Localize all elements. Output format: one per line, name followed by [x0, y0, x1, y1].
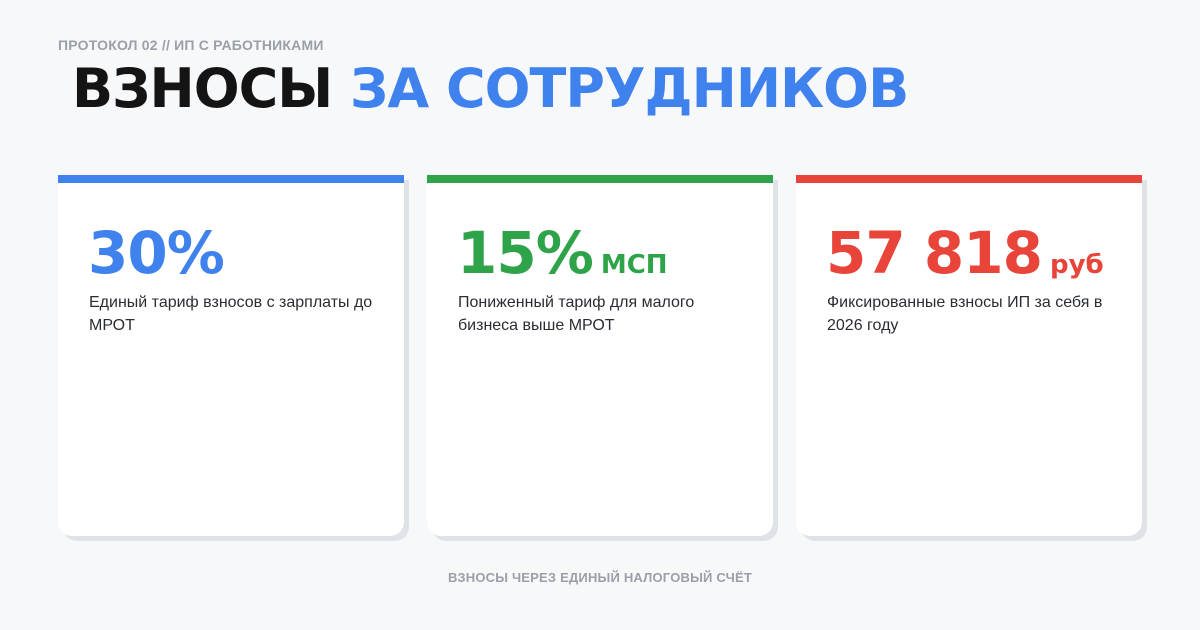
stat-card-fixed-contributions: 57 818 руб Фиксированные взносы ИП за себ…	[796, 175, 1142, 536]
footer-note: ВЗНОСЫ ЧЕРЕЗ ЕДИНЫЙ НАЛОГОВЫЙ СЧЁТ	[447, 570, 753, 585]
stat-value: 30%	[88, 219, 225, 301]
stat-description: Единый тариф взносов с зарплаты до МРОТ	[89, 294, 373, 334]
page-title-part2: ЗА СОТРУДНИКОВ	[350, 57, 909, 120]
stat-unit: руб	[1049, 250, 1104, 280]
stat-number: 15%	[457, 219, 594, 287]
page-title: ВЗНОСЫ ЗА СОТРУДНИКОВ	[72, 57, 909, 120]
page-title-part1: ВЗНОСЫ	[72, 57, 333, 120]
stat-card-unified-rate: 30% Единый тариф взносов с зарплаты до М…	[58, 175, 404, 536]
stat-unit: МСП	[600, 250, 668, 280]
stat-card-reduced-rate: 15% МСП Пониженный тариф для малого бизне…	[427, 175, 773, 536]
card-accent-bar	[427, 175, 773, 183]
stat-value: 15% МСП	[457, 221, 668, 301]
stat-number: 30%	[88, 219, 225, 287]
stat-value: 57 818 руб	[826, 221, 1104, 301]
stat-number: 57 818	[826, 219, 1043, 287]
eyebrow-label: ПРОТОКОЛ 02 // ИП С РАБОТНИКАМИ	[58, 37, 324, 53]
card-accent-bar	[796, 175, 1142, 183]
stat-description: Пониженный тариф для малого бизнеса выше…	[458, 294, 695, 334]
stat-description: Фиксированные взносы ИП за себя в 2026 г…	[827, 294, 1103, 334]
card-accent-bar	[58, 175, 404, 183]
